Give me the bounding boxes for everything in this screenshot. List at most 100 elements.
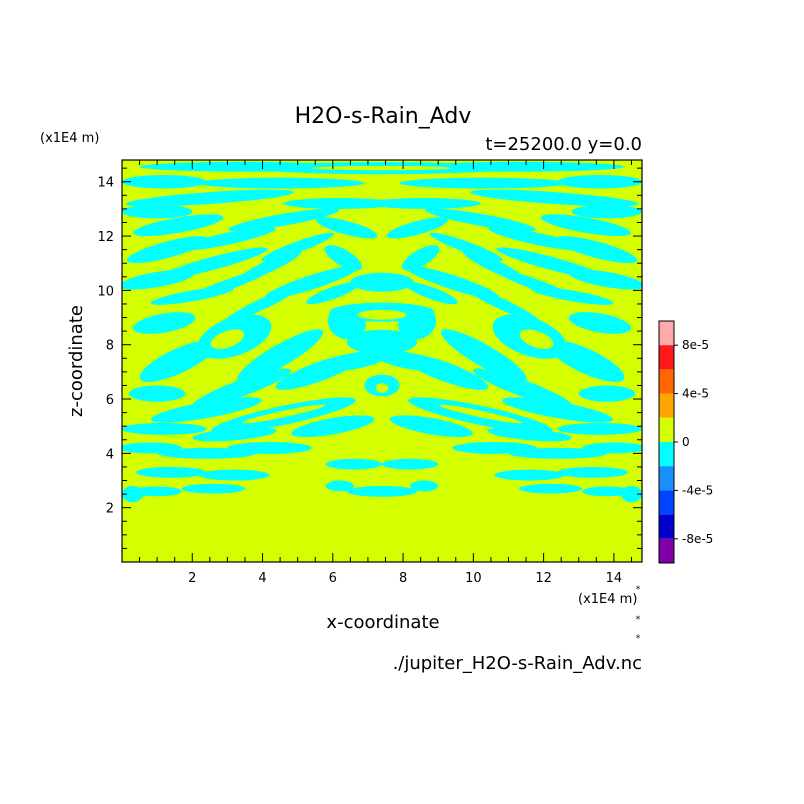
negative-region — [472, 368, 573, 408]
negative-region — [402, 353, 489, 390]
x-tick-label: 6 — [329, 571, 337, 586]
colorbar-label: 0 — [682, 435, 690, 449]
negative-region — [555, 236, 638, 264]
x-tick-label: 2 — [188, 571, 196, 586]
colorbar-segment — [659, 538, 674, 563]
negative-region — [389, 415, 473, 438]
negative-region — [325, 480, 354, 492]
negative-region — [261, 232, 335, 262]
y-axis-label: z-coordinate — [66, 305, 87, 417]
heatmap-field — [122, 160, 642, 562]
negative-region — [181, 483, 245, 494]
negative-region — [157, 447, 256, 459]
negative-region — [275, 353, 362, 390]
negative-region — [126, 236, 209, 264]
negative-region — [367, 198, 481, 209]
negative-region — [508, 447, 607, 459]
negative-region — [283, 198, 397, 209]
x-tick-label: 14 — [606, 571, 623, 586]
colorbar-segment — [659, 393, 674, 418]
colorbar-segment — [659, 321, 674, 346]
y-unit-label: (x1E4 m) — [40, 131, 99, 146]
negative-region — [125, 189, 294, 207]
negative-region — [463, 285, 540, 323]
colorbar-label: 4e-5 — [682, 387, 709, 401]
negative-region — [179, 226, 276, 251]
note-mark-1: * — [636, 585, 641, 595]
negative-region — [346, 485, 418, 497]
negative-region — [568, 312, 632, 334]
axis-ticks: 2 4 6 8 10 12 14 2 4 6 8 10 12 14 — [97, 160, 642, 586]
negative-region — [519, 483, 583, 494]
source-file-label: ./jupiter_H2O-s-Rain_Adv.nc — [393, 653, 642, 674]
colorbar-segment — [659, 466, 674, 491]
negative-region — [122, 422, 207, 435]
positive-pocket — [210, 329, 245, 350]
y-tick-label: 2 — [106, 502, 114, 517]
negative-region — [150, 286, 234, 305]
negative-region — [227, 441, 312, 454]
negative-region — [401, 245, 440, 271]
negative-region — [547, 340, 625, 382]
negative-region — [557, 422, 642, 435]
positive-pocket — [375, 383, 389, 394]
positive-pocket — [357, 309, 407, 320]
negative-region — [410, 480, 439, 492]
negative-region — [122, 204, 193, 219]
colorbar: 8e-5 4e-5 0 -4e-5 -8e-5 — [658, 320, 713, 564]
negative-region — [291, 415, 375, 438]
y-tick-label: 8 — [106, 339, 114, 354]
negative-region — [425, 208, 536, 232]
negative-region — [139, 340, 217, 382]
negative-region — [578, 385, 635, 402]
negative-region — [568, 269, 642, 290]
negative-region — [199, 469, 270, 481]
colorbar-label: 8e-5 — [682, 338, 709, 352]
negative-region — [224, 285, 301, 323]
negative-region — [429, 232, 503, 262]
negative-region — [470, 189, 639, 207]
negative-region — [237, 329, 324, 382]
note-mark-2: * — [636, 615, 641, 625]
negative-region — [132, 312, 196, 334]
negative-region — [122, 485, 144, 503]
colorbar-segment — [659, 514, 674, 539]
negative-region — [129, 385, 186, 402]
negative-region — [327, 306, 366, 340]
chart-subtitle: t=25200.0 y=0.0 — [485, 134, 642, 155]
negative-region — [122, 269, 196, 290]
x-tick-label: 4 — [258, 571, 266, 586]
negative-region — [530, 286, 614, 305]
negative-region — [488, 226, 585, 251]
colorbar-segment — [659, 417, 674, 442]
negative-region — [150, 397, 262, 423]
negative-region — [122, 174, 207, 189]
y-tick-label: 14 — [97, 176, 114, 191]
negative-region — [325, 458, 383, 470]
negative-region — [136, 466, 207, 478]
x-tick-label: 10 — [465, 571, 482, 586]
colorbar-segment — [659, 369, 674, 394]
x-axis-label: x-coordinate — [326, 612, 439, 633]
negative-region — [399, 177, 569, 189]
colorbar-label: -4e-5 — [682, 483, 713, 497]
negative-region — [540, 214, 631, 237]
negative-region — [316, 217, 378, 239]
x-tick-label: 8 — [399, 571, 407, 586]
negative-region — [228, 208, 339, 232]
colorbar-label: -8e-5 — [682, 532, 713, 546]
negative-region — [195, 177, 365, 189]
negative-region — [398, 306, 437, 340]
y-tick-label: 6 — [106, 393, 114, 408]
negative-region — [191, 368, 292, 408]
negative-region — [386, 217, 448, 239]
negative-region — [306, 281, 360, 305]
x-unit-label: (x1E4 m) — [578, 592, 637, 607]
negative-region — [571, 204, 642, 219]
negative-region — [502, 397, 614, 423]
y-tick-label: 10 — [97, 284, 114, 299]
note-mark-3: * — [636, 634, 641, 644]
negative-region — [452, 441, 537, 454]
negative-region — [440, 329, 527, 382]
colorbar-segment — [659, 345, 674, 370]
